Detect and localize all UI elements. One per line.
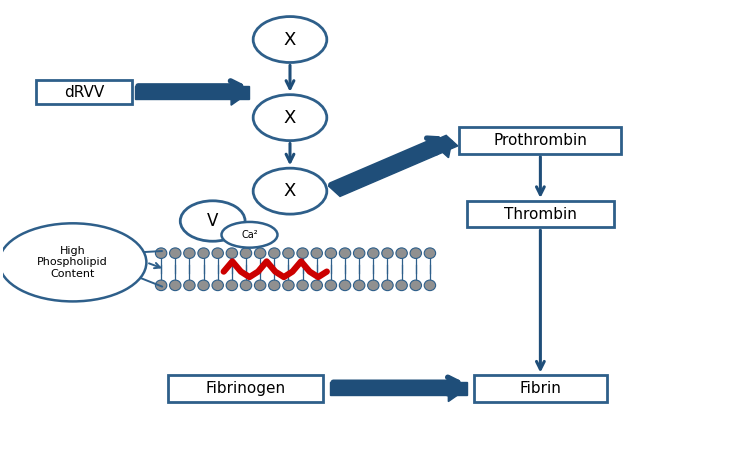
Ellipse shape — [212, 280, 223, 291]
Ellipse shape — [170, 280, 181, 291]
Ellipse shape — [382, 248, 393, 259]
Ellipse shape — [311, 248, 323, 259]
Ellipse shape — [226, 248, 237, 259]
Ellipse shape — [353, 248, 365, 259]
Text: X: X — [283, 109, 296, 126]
Text: High
Phospholipid
Content: High Phospholipid Content — [37, 246, 108, 279]
Ellipse shape — [311, 280, 323, 291]
Polygon shape — [425, 137, 452, 158]
Ellipse shape — [367, 280, 379, 291]
FancyBboxPatch shape — [168, 375, 323, 402]
Text: Fibrin: Fibrin — [519, 381, 561, 396]
Polygon shape — [135, 86, 249, 99]
Ellipse shape — [222, 222, 278, 248]
FancyBboxPatch shape — [459, 127, 621, 154]
Text: dRVV: dRVV — [64, 85, 104, 100]
Ellipse shape — [325, 248, 337, 259]
Ellipse shape — [269, 280, 280, 291]
Ellipse shape — [253, 95, 326, 140]
Ellipse shape — [353, 280, 365, 291]
Ellipse shape — [253, 168, 326, 214]
Ellipse shape — [253, 17, 326, 62]
Text: V: V — [207, 212, 218, 230]
Ellipse shape — [184, 248, 195, 259]
Ellipse shape — [424, 280, 436, 291]
Text: X: X — [283, 182, 296, 200]
Ellipse shape — [180, 201, 245, 241]
Ellipse shape — [198, 280, 209, 291]
Ellipse shape — [396, 248, 407, 259]
Polygon shape — [330, 382, 467, 395]
Ellipse shape — [255, 280, 266, 291]
Ellipse shape — [396, 280, 407, 291]
Ellipse shape — [339, 280, 351, 291]
Ellipse shape — [255, 248, 266, 259]
Ellipse shape — [424, 248, 436, 259]
Ellipse shape — [184, 280, 195, 291]
Ellipse shape — [297, 280, 308, 291]
Ellipse shape — [198, 248, 209, 259]
Ellipse shape — [382, 280, 393, 291]
FancyBboxPatch shape — [36, 80, 131, 104]
Ellipse shape — [170, 248, 181, 259]
Ellipse shape — [240, 280, 252, 291]
Text: Fibrinogen: Fibrinogen — [206, 381, 286, 396]
Text: Ca²: Ca² — [241, 230, 257, 240]
Polygon shape — [448, 376, 467, 402]
Ellipse shape — [283, 248, 294, 259]
Polygon shape — [231, 80, 249, 105]
Text: Thrombin: Thrombin — [504, 206, 577, 222]
Polygon shape — [329, 135, 458, 196]
Ellipse shape — [367, 248, 379, 259]
Ellipse shape — [240, 248, 252, 259]
Ellipse shape — [297, 248, 308, 259]
Ellipse shape — [0, 223, 146, 301]
Ellipse shape — [339, 248, 351, 259]
Text: X: X — [283, 31, 296, 48]
Ellipse shape — [325, 280, 337, 291]
Ellipse shape — [269, 248, 280, 259]
Ellipse shape — [212, 248, 223, 259]
Ellipse shape — [155, 280, 167, 291]
Ellipse shape — [226, 280, 237, 291]
Ellipse shape — [410, 280, 421, 291]
Ellipse shape — [155, 248, 167, 259]
Ellipse shape — [410, 248, 421, 259]
Ellipse shape — [283, 280, 294, 291]
FancyBboxPatch shape — [474, 375, 607, 402]
Text: Prothrombin: Prothrombin — [493, 133, 588, 148]
FancyBboxPatch shape — [467, 201, 614, 227]
